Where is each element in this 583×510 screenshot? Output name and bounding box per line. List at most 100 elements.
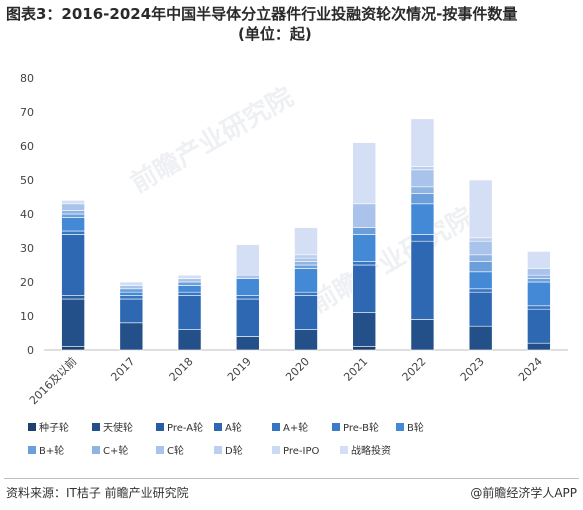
y-tick-label: 50 [20,174,34,187]
brand-label: @前瞻经济学人APP [470,486,577,500]
legend-label: B+轮 [39,444,64,457]
bar-segment [527,268,551,276]
bar-segment [468,288,493,293]
bar-segment [235,336,260,351]
bar-segment [294,295,318,330]
y-tick-label: 70 [20,106,34,119]
y-tick-label: 40 [20,208,34,221]
chart-title: 图表3：2016-2024年中国半导体分立器件行业投融资轮次情况-按事件数量 (… [6,4,578,44]
bar-segment [352,261,377,266]
bar-segment [410,234,435,242]
bar-segment [177,285,202,293]
bar-segment [235,274,260,279]
legend-label: C轮 [167,444,184,457]
bar-segment [61,230,85,235]
legend-label: Pre-IPO [283,446,319,457]
bar-segment [61,213,85,218]
bar-segment [352,234,377,262]
bar-segment [177,291,202,296]
bar-segment [410,118,435,167]
bar-segment [119,285,144,290]
legend-label: 战略投资 [351,444,391,457]
bar-segment [352,312,377,347]
bar-segment [468,254,493,262]
bar-segment [177,281,202,286]
legend-swatch [214,446,222,454]
bar-segment [61,346,85,351]
x-tick-label: 2023 [458,355,487,384]
bar-segment [527,342,551,351]
y-tick-label: 30 [20,242,34,255]
bar-segment [352,227,377,235]
bar-segment [61,210,85,215]
legend-swatch [214,423,222,431]
bar-segment [352,142,377,205]
bar-segment [294,329,318,351]
x-tick-label: 2022 [400,355,429,384]
bar-segment [61,234,85,296]
source-note: 资料来源：IT桔子 前瞻产业研究院 [6,486,189,500]
bar-segment [468,271,493,290]
bar-segment [119,295,144,300]
bar-segment [61,217,85,232]
legend-label: B轮 [407,421,424,434]
legend-swatch [396,423,404,431]
legend-swatch [340,446,348,454]
bar-segment [177,295,202,330]
legend-label: D轮 [225,444,243,457]
bar-segment [468,325,493,351]
bar-segment [177,329,202,351]
legend-swatch [156,446,164,454]
chart-title-line2: (单位：起) [238,25,312,43]
bar-segment [410,166,435,171]
bar-segment [294,291,318,296]
legend-label: 天使轮 [103,421,133,434]
x-tick-label: 2024 [516,355,545,384]
bar-segment [61,200,85,205]
bar-segment [235,298,260,337]
bar-segment [294,268,318,293]
x-tick-label: 2019 [225,355,254,384]
bar-segment [61,298,85,347]
bar-segment [468,261,493,273]
y-tick-label: 60 [20,140,34,153]
bar-segment [410,240,435,320]
bar-segment [468,179,493,239]
y-tick-label: 20 [20,276,34,289]
footer-divider [4,478,579,479]
bar-segment [294,257,318,262]
bar-segment [177,274,202,279]
x-tick-label: 2020 [283,355,312,384]
legend-swatch [332,423,340,431]
bar-segment [527,308,551,344]
x-tick-label: 2021 [341,355,370,384]
legend-swatch [156,423,164,431]
bar-segment [294,264,318,269]
bar-segment [468,291,493,327]
y-tick-label: 10 [20,310,34,323]
bar-segment [119,281,144,286]
legend-swatch [272,423,280,431]
bar-segment [352,346,377,351]
legend-swatch [92,423,100,431]
legend-swatch [28,446,36,454]
bar-segment [410,203,435,235]
bar-segment [527,251,551,269]
stacked-bar-chart: 0 10 20 30 40 50 60 70 80 2016及以前 2017 2018 2019 2020… [20,72,568,457]
bar-segment [352,264,377,313]
bar-segment [468,237,493,242]
bar-segment [527,274,551,279]
bar-segment [294,254,318,259]
bar-segment [294,261,318,266]
bar-segment [468,240,493,256]
bar-segment [527,305,551,310]
legend-swatch [92,446,100,454]
bar-segment [527,278,551,283]
bar-segment [235,244,260,276]
x-tick-label: 2016及以前 [26,354,79,407]
bar-segment [177,278,202,283]
y-tick-label: 80 [20,72,34,85]
x-tick-label: 2018 [167,355,196,384]
legend-label: A+轮 [283,421,308,434]
bar-segment [410,193,435,205]
